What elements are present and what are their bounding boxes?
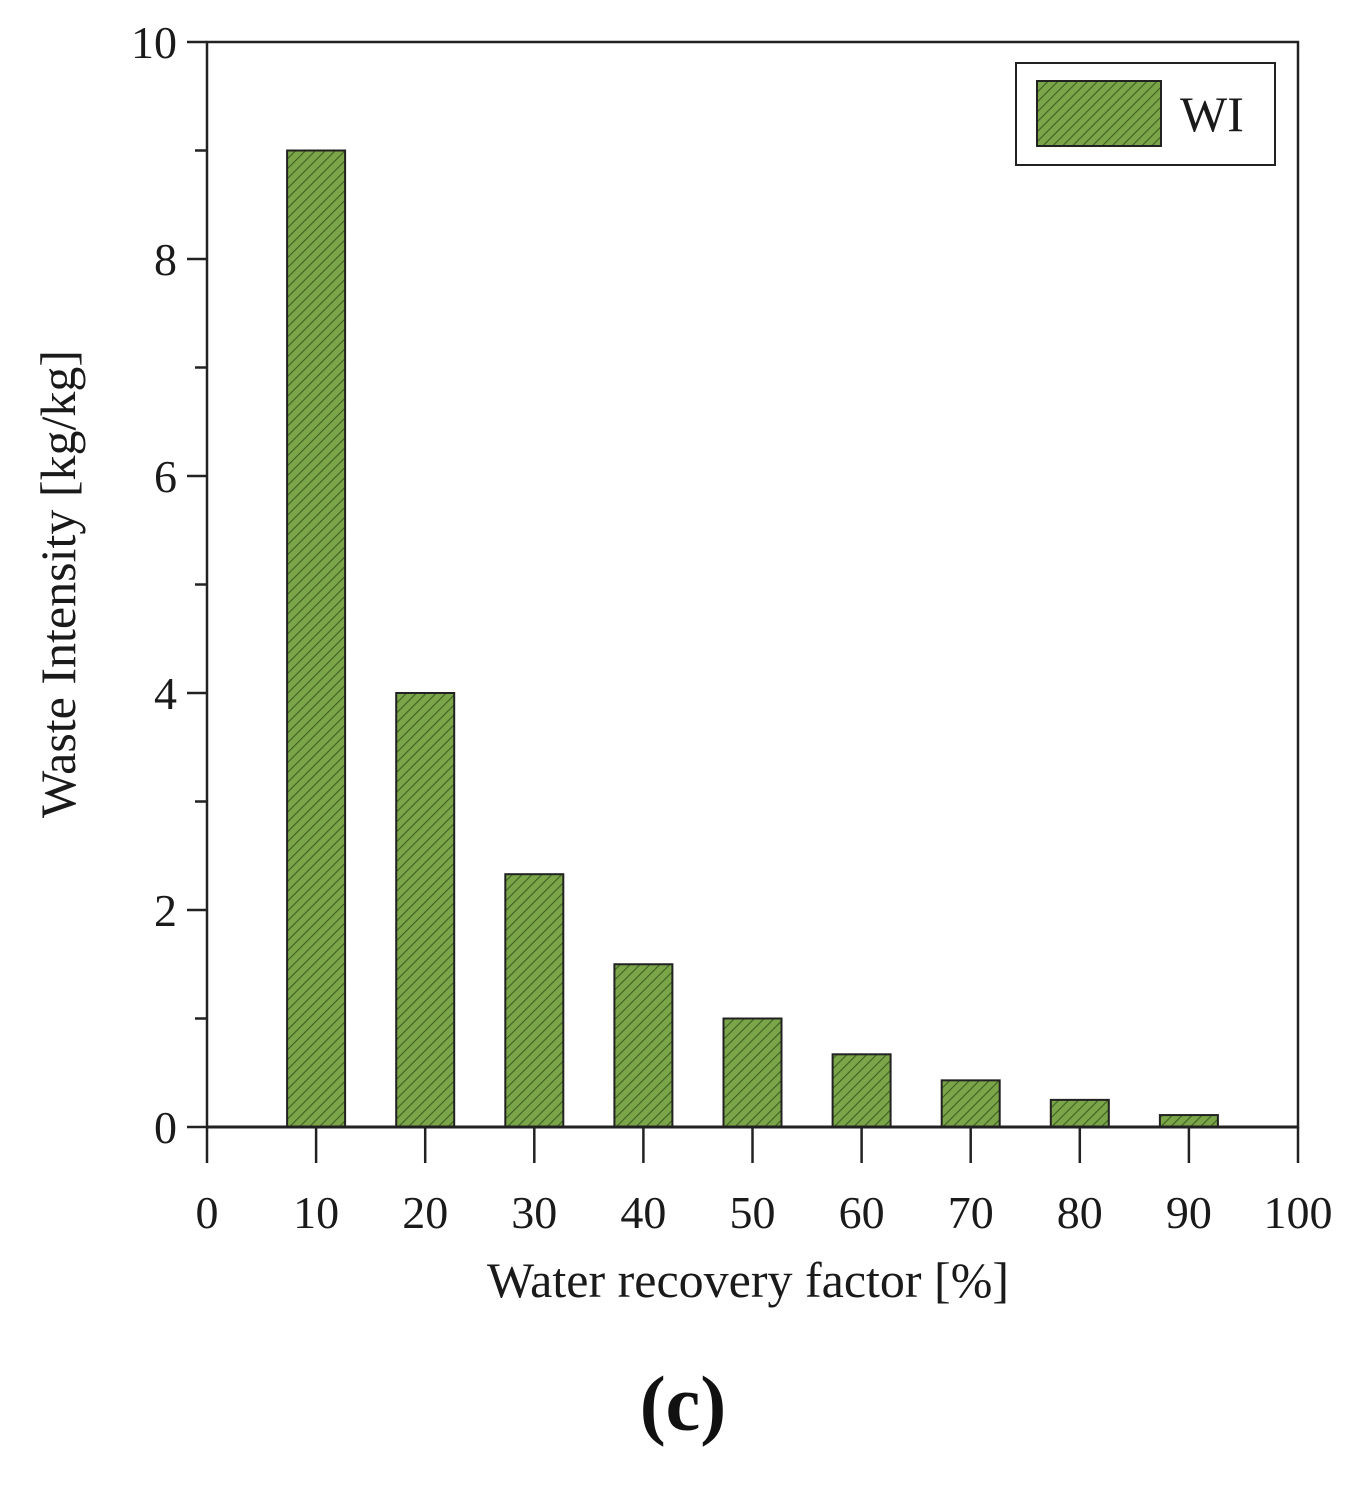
y-tick-label: 0 [154, 1102, 177, 1153]
plot-frame [205, 40, 1300, 1129]
x-tick-label: 20 [402, 1187, 448, 1238]
legend-swatch [1036, 80, 1162, 147]
legend: WI [1015, 62, 1276, 166]
x-tick-label: 100 [1264, 1187, 1333, 1238]
x-tick-label: 90 [1166, 1187, 1212, 1238]
bar-80 [1049, 1098, 1110, 1128]
y-tick-label: 2 [154, 885, 177, 936]
legend-label: WI [1180, 86, 1244, 142]
x-tick-label: 40 [620, 1187, 666, 1238]
y-axis-title: Waste Intensity [kg/kg] [30, 350, 86, 818]
bar-90 [1158, 1114, 1219, 1128]
x-tick-label: 0 [196, 1187, 219, 1238]
bar-50 [722, 1017, 783, 1128]
y-tick-label: 8 [154, 234, 177, 285]
x-tick-label: 60 [839, 1187, 885, 1238]
bar-30 [504, 873, 565, 1128]
y-tick-label: 6 [154, 451, 177, 502]
bar-series-wi [286, 149, 1219, 1129]
y-tick-label: 10 [131, 17, 177, 68]
panel-label: (c) [640, 1360, 727, 1447]
x-tick-label: 30 [511, 1187, 557, 1238]
x-tick-label: 80 [1057, 1187, 1103, 1238]
x-axis-title: Water recovery factor [%] [487, 1252, 1009, 1308]
x-tick-label: 50 [730, 1187, 776, 1238]
bar-40 [613, 963, 674, 1128]
bar-70 [940, 1079, 1001, 1128]
x-axis-ticks: 0 10 20 30 40 50 60 70 80 90 100 [196, 1127, 1333, 1238]
y-tick-label: 4 [154, 668, 177, 719]
x-tick-label: 70 [948, 1187, 994, 1238]
bar-20 [395, 692, 456, 1128]
x-tick-label: 10 [293, 1187, 339, 1238]
bar-60 [831, 1053, 892, 1129]
bar-10 [286, 149, 347, 1128]
y-axis-ticks: 0 2 4 6 8 10 [131, 17, 207, 1153]
